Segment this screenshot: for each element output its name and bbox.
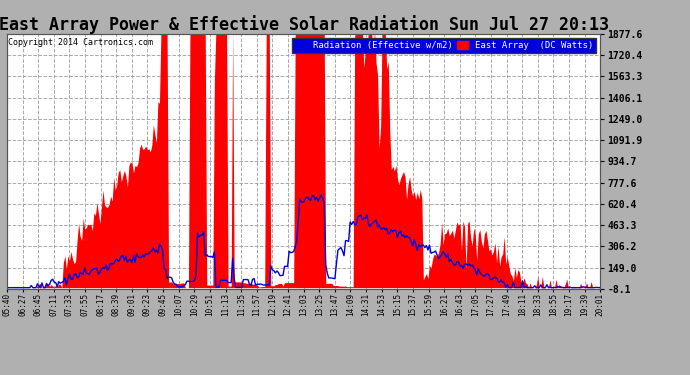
Text: Copyright 2014 Cartronics.com: Copyright 2014 Cartronics.com: [8, 38, 153, 46]
Legend: Radiation (Effective w/m2), East Array  (DC Watts): Radiation (Effective w/m2), East Array (…: [292, 38, 595, 53]
Title: East Array Power & Effective Solar Radiation Sun Jul 27 20:13: East Array Power & Effective Solar Radia…: [0, 15, 609, 34]
